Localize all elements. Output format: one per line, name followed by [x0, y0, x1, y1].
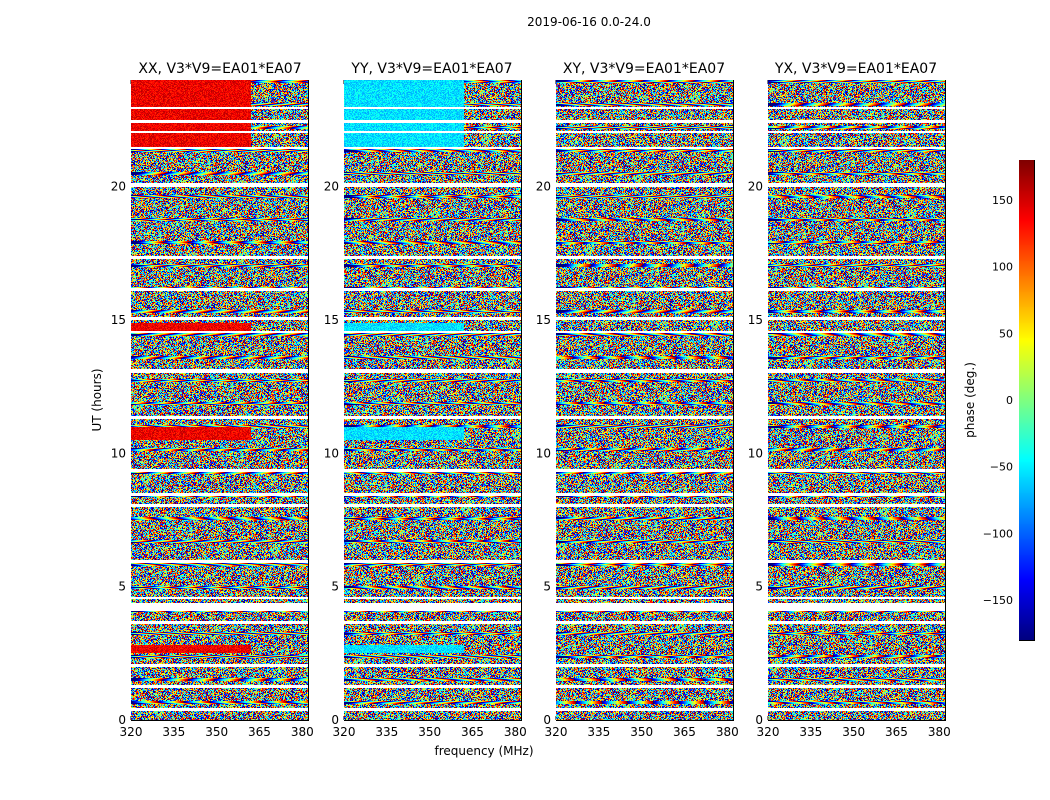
colorbar-tick-label: 100 — [992, 261, 1013, 274]
x-tick-label: 380 — [716, 725, 739, 739]
x-tick-label: 335 — [587, 725, 610, 739]
heatmap-yy — [344, 80, 521, 720]
colorbar-label: phase (deg.) — [963, 362, 977, 438]
x-tick-label: 335 — [162, 725, 185, 739]
heatmap-xy — [556, 80, 733, 720]
colorbar-tick-label: 0 — [1006, 394, 1013, 407]
y-tick-label: 20 — [324, 180, 339, 194]
x-tick-label: 350 — [205, 725, 228, 739]
x-tick-label: 320 — [120, 725, 143, 739]
x-tick-label: 335 — [799, 725, 822, 739]
y-tick-label: 5 — [755, 580, 763, 594]
panel-title-yy: YY, V3*V9=EA01*EA07 — [350, 61, 512, 77]
axes-ticks: 0 5 10 15 20 320 335 350 365 380 0 5 10 15 20 320 335 350… — [111, 80, 1034, 739]
y-tick-label: 20 — [111, 180, 126, 194]
x-tick-label: 365 — [248, 725, 271, 739]
colorbar-tick-label: 150 — [992, 194, 1013, 207]
panel-title-xy: XY, V3*V9=EA01*EA07 — [563, 61, 725, 77]
y-tick-label: 20 — [748, 180, 763, 194]
x-tick-label: 350 — [630, 725, 653, 739]
x-tick-label: 350 — [418, 725, 441, 739]
y-tick-label: 5 — [543, 580, 551, 594]
heatmap-yx — [768, 80, 945, 720]
panel-title-xx: XX, V3*V9=EA01*EA07 — [138, 61, 301, 77]
y-tick-label: 0 — [331, 713, 339, 727]
colorbar-tick-label: −100 — [983, 527, 1013, 540]
y-tick-label: 10 — [536, 446, 551, 460]
y-tick-label: 15 — [748, 313, 763, 327]
x-tick-label: 380 — [928, 725, 951, 739]
colorbar-tick-label: −150 — [983, 594, 1013, 607]
x-tick-label: 320 — [333, 725, 356, 739]
figure-title: 2019-06-16 0.0-24.0 — [527, 15, 651, 29]
x-tick-label: 335 — [375, 725, 398, 739]
x-tick-label: 365 — [461, 725, 484, 739]
y-tick-label: 15 — [536, 313, 551, 327]
colorbar-tick-label: 50 — [999, 327, 1013, 340]
x-tick-label: 320 — [545, 725, 568, 739]
colorbar — [1019, 160, 1034, 640]
x-tick-label: 365 — [673, 725, 696, 739]
x-tick-label: 350 — [842, 725, 865, 739]
y-tick-label: 15 — [111, 313, 126, 327]
panel-title-yx: YX, V3*V9=EA01*EA07 — [774, 61, 937, 77]
x-tick-label: 365 — [885, 725, 908, 739]
x-tick-label: 380 — [504, 725, 527, 739]
x-tick-label: 320 — [757, 725, 780, 739]
colorbar-tick-label: −50 — [990, 461, 1013, 474]
y-axis-label: UT (hours) — [90, 368, 104, 431]
y-tick-label: 20 — [536, 180, 551, 194]
y-tick-label: 5 — [331, 580, 339, 594]
y-tick-label: 15 — [324, 313, 339, 327]
y-tick-label: 0 — [755, 713, 763, 727]
x-axis-label: frequency (MHz) — [434, 744, 533, 758]
y-tick-label: 10 — [324, 446, 339, 460]
y-tick-label: 5 — [118, 580, 126, 594]
y-tick-label: 0 — [543, 713, 551, 727]
x-tick-label: 380 — [291, 725, 314, 739]
heatmap-xx — [131, 80, 308, 720]
y-tick-label: 0 — [118, 713, 126, 727]
y-tick-label: 10 — [748, 446, 763, 460]
y-tick-label: 10 — [111, 446, 126, 460]
